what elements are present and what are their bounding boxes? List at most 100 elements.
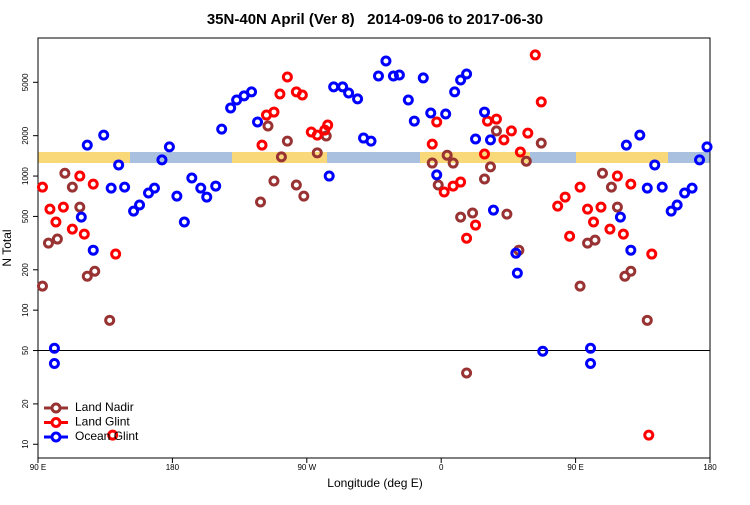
point [646, 248, 658, 260]
x-axis-label: Longitude (deg E) [327, 476, 422, 490]
point [484, 161, 496, 173]
point [44, 203, 56, 215]
point [522, 127, 534, 139]
point [311, 129, 323, 141]
point [178, 216, 190, 228]
point [210, 180, 222, 192]
point [501, 208, 513, 220]
point [274, 88, 286, 100]
legend-label: Land Glint [75, 415, 130, 429]
x-tick-label: 180 [166, 463, 180, 472]
point [537, 345, 549, 357]
point [447, 157, 459, 169]
point [186, 172, 198, 184]
point [128, 205, 140, 217]
point [268, 175, 280, 187]
point [585, 342, 597, 354]
point [611, 170, 623, 182]
point [78, 228, 90, 240]
point [455, 176, 467, 188]
point [479, 173, 491, 185]
series [48, 55, 713, 370]
point [89, 265, 101, 277]
point [66, 181, 78, 193]
y-tick-label: 50 [21, 346, 30, 355]
point [372, 70, 384, 82]
land-ocean-band [38, 152, 710, 163]
point [290, 179, 302, 191]
point [432, 179, 444, 191]
chart-title: 35N-40N April (Ver 8) 2014-09-06 to 2017… [207, 11, 543, 28]
point [81, 270, 93, 282]
point [665, 205, 677, 217]
point [57, 201, 69, 213]
land-strip [420, 152, 530, 163]
point [505, 125, 517, 137]
point [36, 280, 48, 292]
point [107, 429, 119, 441]
point [596, 167, 608, 179]
y-tick-label: 1000 [21, 167, 30, 185]
point [449, 86, 461, 98]
point [408, 115, 420, 127]
y-tick-label: 10 [21, 439, 30, 448]
point [402, 94, 414, 106]
point [552, 200, 564, 212]
point [643, 429, 655, 441]
point [343, 87, 355, 99]
point [50, 216, 62, 228]
point [514, 146, 526, 158]
point [216, 123, 228, 135]
point [66, 223, 78, 235]
plot-frame [37, 37, 711, 459]
point [298, 190, 310, 202]
point [564, 230, 576, 242]
point [134, 199, 146, 211]
y-tick-label: 20 [21, 399, 30, 408]
point [365, 135, 377, 147]
land-strip [576, 152, 668, 163]
point [387, 70, 399, 82]
land-strip [232, 152, 327, 163]
land-strip [38, 152, 130, 163]
point [417, 72, 429, 84]
point [255, 196, 267, 208]
point [337, 81, 349, 93]
point [559, 191, 571, 203]
y-tick-label: 2000 [21, 126, 30, 144]
point [679, 187, 691, 199]
y-axis-label: N Total [0, 229, 14, 266]
point [479, 106, 491, 118]
point [574, 280, 586, 292]
series [36, 49, 658, 441]
point [498, 134, 510, 146]
point [296, 89, 308, 101]
point [163, 141, 175, 153]
y-tick-label: 500 [21, 209, 30, 223]
point [42, 237, 54, 249]
point [426, 157, 438, 169]
point [585, 358, 597, 370]
point [48, 342, 60, 354]
legend-marker [50, 431, 62, 443]
y-tick-label: 100 [21, 303, 30, 317]
point [431, 116, 443, 128]
point [36, 181, 48, 193]
point [440, 108, 452, 120]
point [201, 191, 213, 203]
point [171, 190, 183, 202]
point [625, 244, 637, 256]
y-tick-label: 200 [21, 263, 30, 277]
legend-label: Land Nadir [75, 400, 134, 414]
point [529, 49, 541, 61]
point [455, 74, 467, 86]
point [281, 135, 293, 147]
point [455, 211, 467, 223]
point [311, 147, 323, 159]
point [81, 139, 93, 151]
point [441, 149, 453, 161]
point [490, 113, 502, 125]
point [51, 233, 63, 245]
point [574, 181, 586, 193]
